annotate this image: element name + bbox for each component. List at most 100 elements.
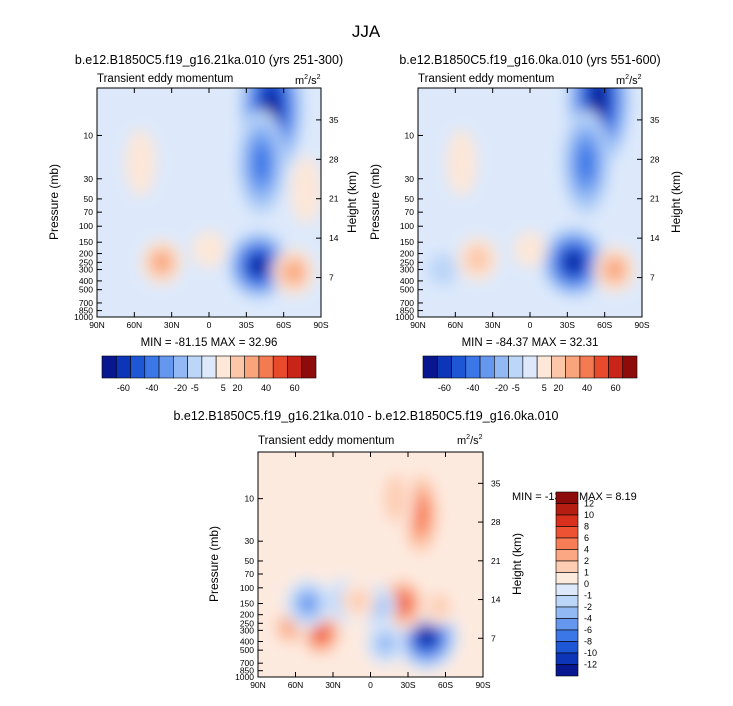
y-tick-label: 10 bbox=[245, 494, 255, 504]
colorbar-label: 6 bbox=[584, 533, 589, 543]
colorbar-label: -1 bbox=[584, 591, 592, 601]
left-panel: b.e12.B1850C5.f19_g16.21ka.010 (yrs 251-… bbox=[47, 53, 359, 393]
y-tick-label: 850 bbox=[400, 306, 414, 316]
colorbar-swatch bbox=[555, 560, 579, 573]
x-tick-label: 60N bbox=[127, 320, 143, 330]
colorbar-swatch bbox=[555, 549, 579, 562]
panel-title: b.e12.B1850C5.f19_g16.21ka.010 (yrs 251-… bbox=[75, 53, 343, 67]
colorbar-label: -60 bbox=[117, 383, 130, 393]
colorbar-swatch bbox=[593, 355, 609, 379]
contour-level bbox=[427, 253, 458, 286]
y-tick-label: 100 bbox=[79, 221, 93, 231]
panel-subtitle: Transient eddy momentum bbox=[97, 73, 233, 85]
contour-field bbox=[418, 88, 642, 317]
colorbar-swatch bbox=[173, 355, 188, 379]
colorbar-swatch bbox=[258, 355, 274, 379]
contour-level bbox=[567, 255, 580, 270]
colorbar-swatch bbox=[579, 355, 595, 379]
colorbar-label: 40 bbox=[582, 383, 592, 393]
colorbar-label: 20 bbox=[554, 383, 564, 393]
x-tick-label: 90S bbox=[313, 320, 328, 330]
colorbar-swatch bbox=[555, 629, 579, 642]
right-panel: b.e12.B1850C5.f19_g16.0ka.010 (yrs 551-6… bbox=[368, 53, 683, 393]
x-axis: 90N 60N 30N 0 30S 60S 90S bbox=[250, 452, 491, 690]
colorbar-label: -20 bbox=[495, 383, 508, 393]
y-tick-label: 30 bbox=[84, 174, 94, 184]
y-tick-label: 1000 bbox=[235, 672, 254, 682]
contour-level bbox=[376, 633, 395, 653]
x-tick-label: 60N bbox=[448, 320, 464, 330]
colorbar-swatch bbox=[555, 652, 579, 665]
y-tick-label: 400 bbox=[400, 276, 414, 286]
y-tick-label: 250 bbox=[79, 257, 93, 267]
contour-level bbox=[346, 588, 370, 614]
x-tick-label: 30S bbox=[400, 680, 415, 690]
y-tick-label: 1000 bbox=[74, 312, 93, 322]
x-tick-label: 90S bbox=[475, 680, 490, 690]
contour-field bbox=[258, 452, 483, 677]
y-tick-label: 500 bbox=[400, 285, 414, 295]
units-label: m2/s2 bbox=[616, 74, 642, 87]
colorbar-label: -60 bbox=[438, 383, 451, 393]
colorbar-swatch bbox=[555, 664, 579, 677]
y2-tick-label: 28 bbox=[329, 154, 339, 164]
contour-field bbox=[97, 88, 321, 317]
contour-level bbox=[578, 145, 594, 181]
y-tick-label: 200 bbox=[240, 610, 254, 620]
colorbar-swatch bbox=[555, 491, 579, 504]
colorbar-label: 40 bbox=[261, 383, 271, 393]
colorbar-swatch bbox=[608, 355, 624, 379]
colorbar-label: 5 bbox=[221, 383, 226, 393]
x-tick-label: 90N bbox=[410, 320, 426, 330]
y-tick-label: 10 bbox=[405, 130, 415, 140]
y-tick-label: 850 bbox=[79, 306, 93, 316]
y2-axis-label: Height (km) bbox=[345, 171, 359, 233]
colorbar: -60 -40 -20 -5 5 20 40 60 bbox=[422, 355, 638, 393]
colorbar-swatch bbox=[101, 355, 117, 379]
contour-level bbox=[384, 474, 407, 524]
colorbar-label: 5 bbox=[542, 383, 547, 393]
y-axis-label: Pressure (mb) bbox=[207, 526, 221, 602]
y-tick-label: 30 bbox=[405, 174, 415, 184]
contour-level bbox=[428, 593, 451, 619]
colorbar-swatch bbox=[244, 355, 260, 379]
colorbar-swatch bbox=[536, 355, 552, 379]
y2-axis: 35 28 21 14 7 bbox=[478, 478, 501, 643]
y2-axis-label: Height (km) bbox=[669, 171, 683, 233]
y-tick-label: 400 bbox=[240, 637, 254, 647]
y2-axis: 35 28 21 14 7 bbox=[316, 115, 339, 283]
contour-level bbox=[446, 129, 477, 197]
colorbar-swatch bbox=[555, 503, 579, 516]
contour-level bbox=[253, 145, 270, 181]
y2-tick-label: 14 bbox=[329, 233, 339, 243]
y2-tick-label: 7 bbox=[329, 273, 334, 283]
x-tick-label: 30N bbox=[164, 320, 180, 330]
contour-level bbox=[290, 156, 321, 224]
y-tick-label: 400 bbox=[79, 276, 93, 286]
units-label: m2/s2 bbox=[457, 434, 483, 447]
y-tick-label: 300 bbox=[79, 265, 93, 275]
colorbar-swatch bbox=[508, 355, 524, 379]
contour-level bbox=[192, 231, 226, 268]
y2-tick-label: 21 bbox=[491, 556, 501, 566]
colorbar-swatch bbox=[522, 355, 538, 379]
panel-title: b.e12.B1850C5.f19_g16.21ka.010 - b.e12.B… bbox=[173, 409, 558, 423]
contour-level bbox=[412, 497, 429, 532]
colorbar-swatch bbox=[422, 355, 438, 379]
contour-level bbox=[465, 245, 490, 273]
y-tick-label: 500 bbox=[79, 285, 93, 295]
x-tick-label: 60S bbox=[276, 320, 291, 330]
colorbar-swatch bbox=[287, 355, 303, 379]
x-tick-label: 90N bbox=[250, 680, 266, 690]
x-tick-label: 60S bbox=[597, 320, 612, 330]
y2-tick-label: 21 bbox=[329, 194, 339, 204]
y-tick-label: 250 bbox=[400, 257, 414, 267]
y-tick-label: 10 bbox=[84, 130, 94, 140]
y-tick-label: 30 bbox=[245, 536, 255, 546]
y-tick-label: 200 bbox=[79, 249, 93, 259]
y2-tick-label: 21 bbox=[650, 194, 660, 204]
